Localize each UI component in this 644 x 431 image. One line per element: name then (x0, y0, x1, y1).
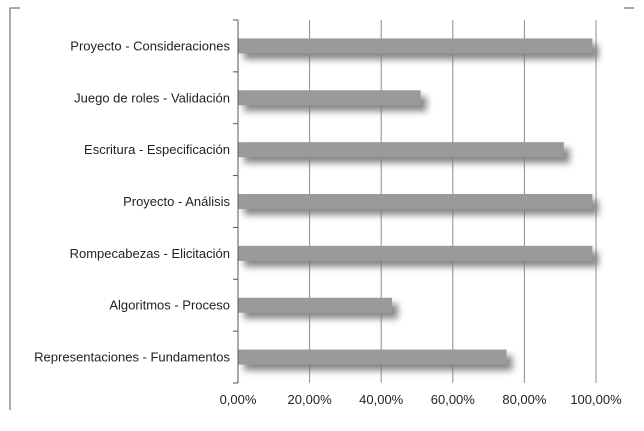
bar (238, 245, 593, 261)
category-label: Representaciones - Fundamentos (34, 350, 230, 365)
x-tick-label: 80,00% (502, 392, 547, 407)
bar (238, 194, 593, 209)
category-label: Algoritmos - Proceso (109, 298, 230, 313)
x-tick-labels: 0,00% 20,00% 40,00% 60,00% 80,00% 100,00% (220, 392, 623, 407)
chart-frame (9, 7, 634, 410)
category-label: Proyecto - Análisis (123, 194, 230, 209)
bar (238, 349, 507, 365)
category-label: Rompecabezas - Elicitación (70, 246, 230, 261)
category-axis (233, 19, 239, 384)
x-tick-label: 60,00% (431, 392, 476, 407)
bar (238, 142, 564, 158)
bar (238, 297, 392, 313)
x-tick-label: 0,00% (220, 392, 257, 407)
category-label: Escritura - Especificación (84, 142, 230, 157)
x-tick-label: 20,00% (288, 392, 333, 407)
category-label: Juego de roles - Validación (74, 90, 230, 105)
bar (238, 90, 421, 106)
bars (238, 38, 593, 365)
x-tick-label: 40,00% (359, 392, 404, 407)
x-tick-label: 100,00% (570, 392, 622, 407)
category-label: Proyecto - Consideraciones (70, 38, 230, 53)
category-labels: Proyecto - Consideraciones Juego de roles… (34, 38, 230, 364)
bar (238, 38, 593, 54)
